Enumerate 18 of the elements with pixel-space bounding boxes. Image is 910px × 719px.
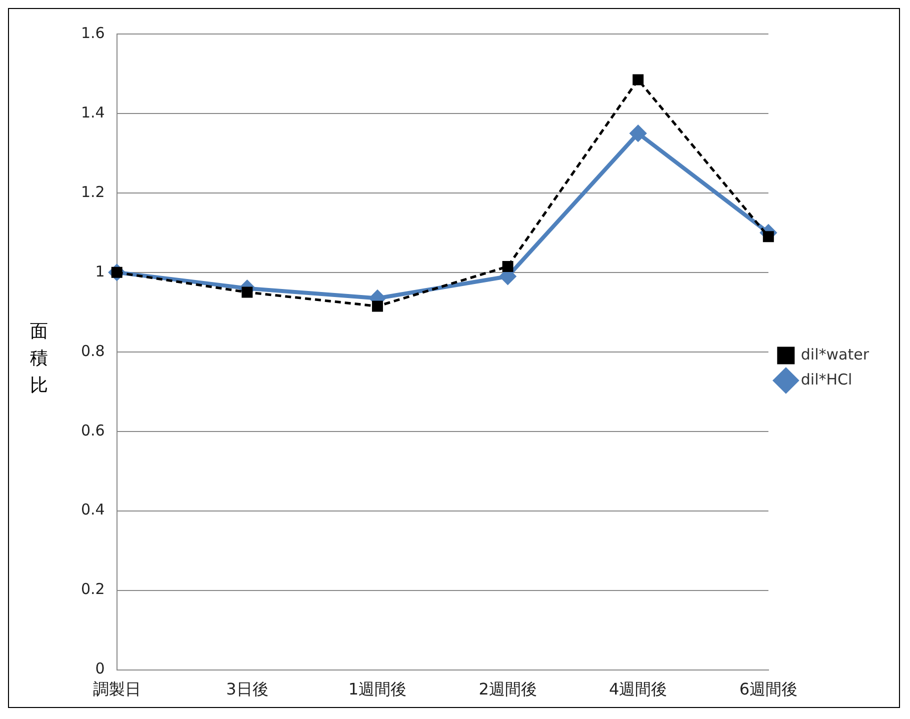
x-tick-label: 1週間後 bbox=[348, 680, 406, 699]
y-tick-label: 0.2 bbox=[80, 580, 105, 598]
y-tick-label: 1.4 bbox=[80, 103, 105, 122]
x-tick-label: 3日後 bbox=[226, 680, 268, 699]
x-tick-label: 6週間後 bbox=[739, 680, 798, 699]
y-tick-label: 1.6 bbox=[80, 24, 105, 42]
y-tick-label: 0.4 bbox=[80, 500, 105, 519]
y-tick-label: 0.8 bbox=[80, 342, 105, 360]
y-tick-label: 1 bbox=[95, 262, 105, 280]
legend-label: dil*water bbox=[800, 345, 870, 364]
x-tick-label: 調製日 bbox=[92, 680, 141, 699]
x-tick-label: 4週間後 bbox=[608, 680, 667, 699]
y-tick-label: 1.2 bbox=[80, 182, 105, 201]
y-axis-title: 面積比 bbox=[29, 320, 49, 398]
y-tick-label: 0 bbox=[95, 660, 105, 678]
legend-label: dil*HCl bbox=[800, 370, 852, 388]
y-tick-label: 0.6 bbox=[80, 421, 105, 440]
x-tick-label: 2週間後 bbox=[478, 680, 537, 699]
